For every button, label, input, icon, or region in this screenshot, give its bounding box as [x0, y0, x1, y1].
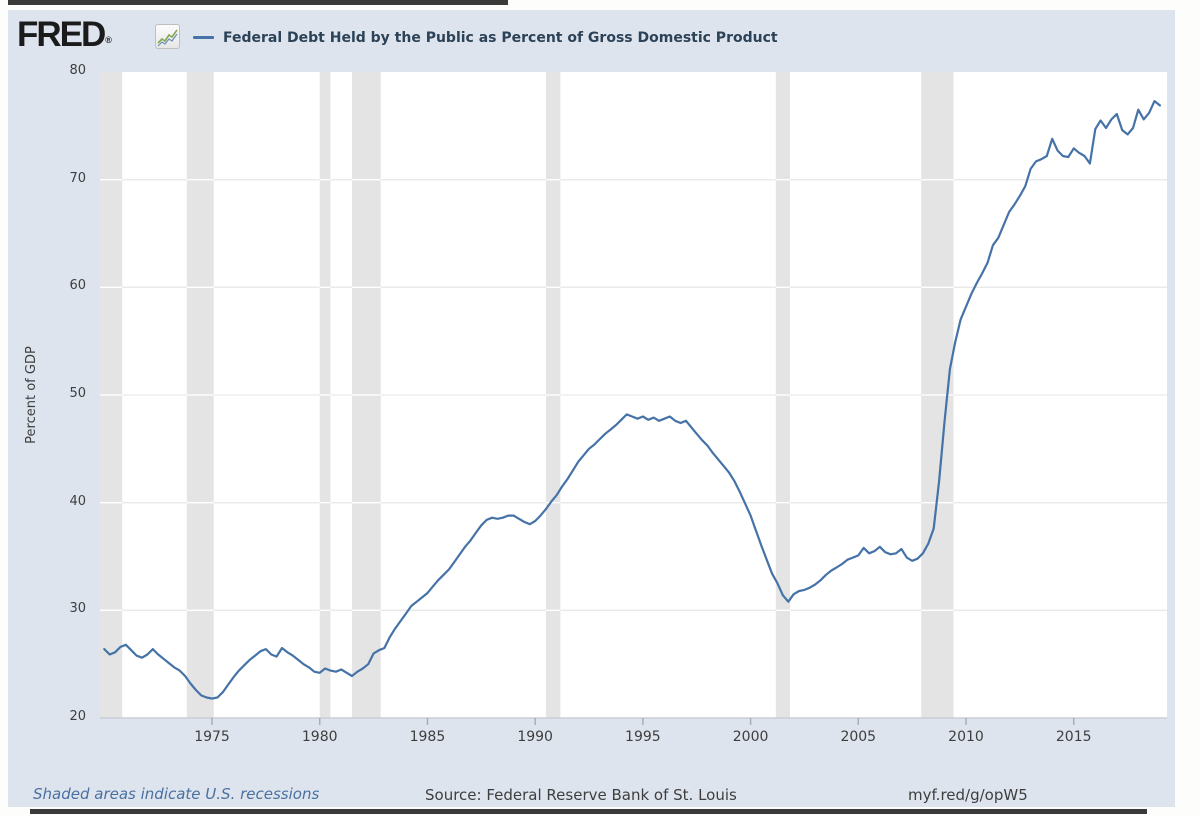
- screenshot-edge-artifact-bottom: [30, 809, 1147, 814]
- x-tick-label: 1975: [194, 729, 230, 745]
- y-tick-label: 20: [69, 709, 86, 724]
- x-tick-label: 2005: [840, 729, 877, 745]
- x-tick-label: 1980: [301, 729, 338, 745]
- y-tick-label: 80: [69, 63, 86, 78]
- x-tick-label: 2010: [948, 729, 984, 745]
- y-tick-label: 60: [69, 278, 86, 294]
- series-legend-label: Federal Debt Held by the Public as Perce…: [223, 30, 778, 46]
- screenshot-edge-artifact-top: [8, 0, 508, 5]
- source-attribution: Source: Federal Reserve Bank of St. Loui…: [425, 786, 737, 804]
- fred-sparkline-icon: [155, 24, 180, 49]
- fred-logo: FRED®: [17, 15, 112, 54]
- y-tick-label: 70: [69, 170, 86, 186]
- x-tick-label: 2000: [732, 729, 769, 745]
- x-tick-label: 1995: [625, 729, 661, 745]
- y-tick-label: 50: [69, 386, 86, 401]
- legend-line-swatch: [193, 36, 214, 39]
- y-axis-title: Percent of GDP: [24, 346, 39, 444]
- x-tick-label: 1985: [409, 729, 446, 745]
- y-tick-label: 30: [69, 601, 86, 617]
- data-line[interactable]: [103, 99, 1162, 700]
- y-tick-label: 40: [69, 493, 86, 509]
- x-tick-label: 2015: [1055, 729, 1092, 745]
- registered-mark: ®: [105, 35, 112, 45]
- short-url: myf.red/g/opW5: [908, 786, 1028, 804]
- recession-note: Shaded areas indicate U.S. recessions: [33, 785, 320, 803]
- x-tick-label: 1990: [517, 729, 553, 745]
